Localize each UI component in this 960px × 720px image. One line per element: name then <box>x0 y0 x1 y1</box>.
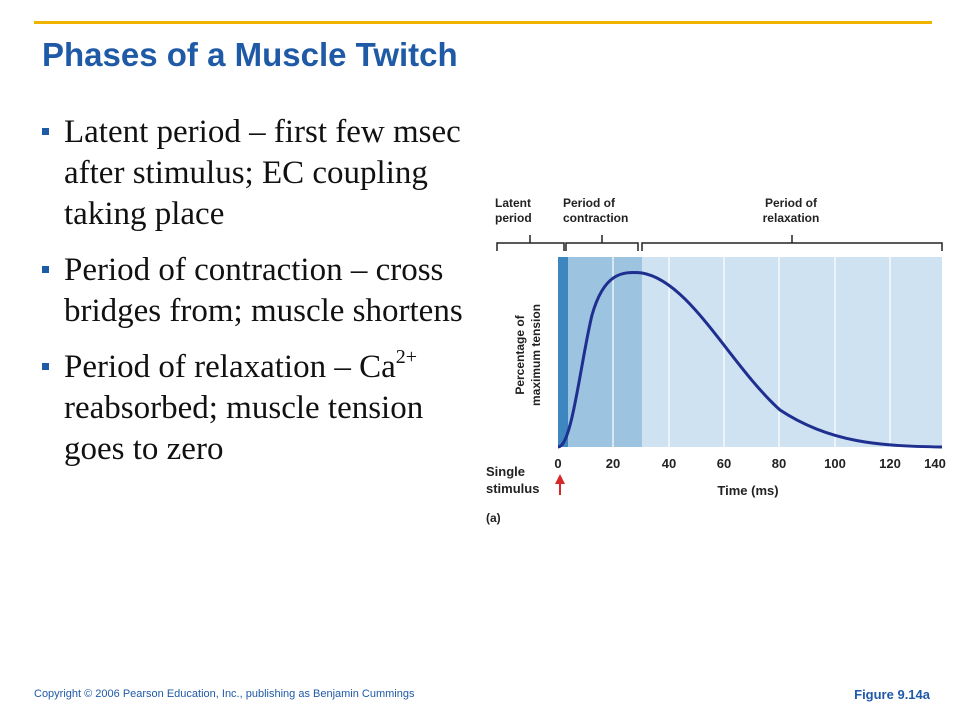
bullet-text-pre: Period of relaxation – Ca <box>64 349 396 385</box>
x-tick-100: 100 <box>824 456 846 471</box>
ylabel-line2: maximum tension <box>529 304 543 406</box>
label-relaxation-line2: relaxation <box>763 211 820 225</box>
bullet-relaxation-period: Period of relaxation – Ca2+ reabsorbed; … <box>40 347 470 470</box>
bullet-superscript: 2+ <box>395 346 418 368</box>
x-tick-0: 0 <box>554 456 561 471</box>
ylabel-line1: Percentage of <box>513 314 527 394</box>
label-contraction-line1: Period of <box>563 196 616 210</box>
stimulus-arrow-icon <box>555 474 565 495</box>
bullet-text-post: reabsorbed; muscle tension goes to zero <box>64 390 424 467</box>
twitch-curve <box>557 271 943 449</box>
x-tick-120: 120 <box>879 456 901 471</box>
bullet-latent-period: Latent period – first few msec after sti… <box>40 112 470 235</box>
bullet-text: Latent period – first few msec after sti… <box>64 114 461 232</box>
x-tick-20: 20 <box>606 456 620 471</box>
x-tick-60: 60 <box>717 456 731 471</box>
x-tick-140: 140 <box>924 456 946 471</box>
region-latent <box>558 257 568 447</box>
bracket-relaxation <box>641 235 943 251</box>
muscle-twitch-figure: Latent period Period of contraction Peri… <box>486 196 946 525</box>
panel-label: (a) <box>486 511 501 525</box>
bracket-contraction <box>565 235 639 251</box>
stimulus-label-line2: stimulus <box>486 481 539 496</box>
x-tick-80: 80 <box>772 456 786 471</box>
bullet-square-icon <box>42 128 49 135</box>
bullet-list: Latent period – first few msec after sti… <box>40 112 470 485</box>
bullet-square-icon <box>42 363 49 370</box>
stimulus-label-line1: Single <box>486 464 525 479</box>
title-rule <box>34 21 932 24</box>
bullet-text: Period of contraction – cross bridges fr… <box>64 252 463 329</box>
label-relaxation-line1: Period of <box>765 196 818 210</box>
bullet-square-icon <box>42 266 49 273</box>
label-contraction-line2: contraction <box>563 211 628 225</box>
bullet-contraction-period: Period of contraction – cross bridges fr… <box>40 250 470 332</box>
x-tick-40: 40 <box>662 456 676 471</box>
bracket-latent <box>496 235 565 251</box>
slide-title: Phases of a Muscle Twitch <box>42 36 458 73</box>
xlabel: Time (ms) <box>717 483 778 498</box>
copyright-notice: Copyright © 2006 Pearson Education, Inc.… <box>34 688 415 700</box>
figure-reference: Figure 9.14a <box>854 687 930 702</box>
label-latent-line1: Latent <box>495 196 531 210</box>
label-latent-line2: period <box>495 211 532 225</box>
